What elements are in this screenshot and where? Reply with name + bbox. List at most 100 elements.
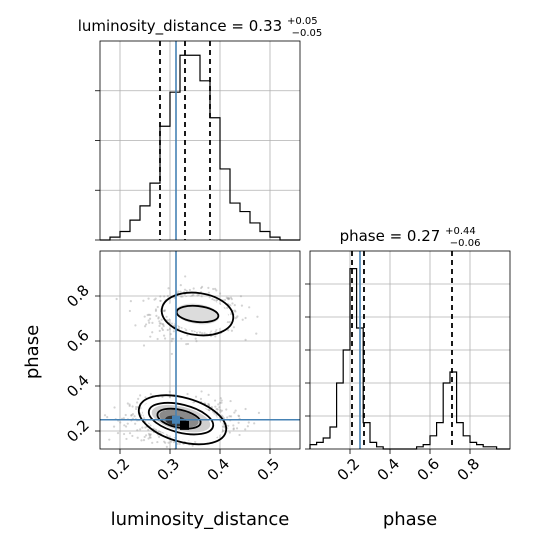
sample-point	[123, 424, 126, 427]
panel-phase-marginal: phase = 0.27 +0.44 −0.06	[305, 226, 511, 450]
sample-point	[149, 392, 152, 396]
sample-point	[192, 287, 195, 290]
sample-point	[218, 406, 221, 409]
sample-point	[143, 325, 147, 328]
sample-point	[227, 298, 230, 301]
sample-point	[162, 309, 165, 313]
title-luminosity-distance: luminosity_distance = 0.33 +0.05 −0.05	[78, 16, 323, 39]
sample-point	[157, 317, 160, 320]
sample-point	[213, 412, 216, 415]
sample-point	[106, 415, 109, 419]
sample-point	[199, 397, 203, 400]
sample-point	[207, 403, 211, 406]
sample-point	[149, 436, 152, 439]
sample-point	[151, 441, 154, 444]
x-axis-label-luminosity-distance: luminosity_distance	[111, 509, 290, 530]
sample-point	[161, 328, 165, 332]
sample-point	[162, 323, 165, 326]
sample-point	[237, 414, 240, 417]
sample-point	[184, 275, 187, 278]
sample-point	[136, 436, 139, 439]
sample-point	[226, 416, 229, 419]
panel-frame	[99, 250, 301, 450]
sample-point	[240, 304, 244, 307]
sample-point	[231, 302, 234, 305]
sample-point	[229, 304, 232, 307]
sample-point	[149, 424, 152, 427]
sample-point	[113, 406, 116, 409]
sample-point	[147, 428, 150, 431]
x-phase-tick-label: 0.2	[334, 455, 364, 485]
sample-point	[228, 415, 231, 418]
sample-point	[167, 287, 170, 290]
sample-point	[158, 329, 161, 332]
sample-point	[151, 331, 154, 334]
sample-point	[147, 297, 150, 300]
sample-point	[158, 320, 161, 323]
sample-point	[232, 428, 235, 431]
sample-point	[219, 408, 222, 412]
sample-point	[157, 430, 161, 433]
x-phase-tick-label: 0.8	[454, 455, 484, 485]
sample-point	[208, 296, 211, 299]
sample-point	[186, 342, 190, 346]
sample-point	[188, 288, 191, 292]
sample-point	[161, 322, 164, 326]
sample-point	[221, 415, 224, 418]
sample-point	[228, 321, 231, 324]
sample-point	[194, 337, 197, 340]
sample-point	[172, 337, 175, 340]
sample-point	[119, 421, 122, 424]
sample-point	[207, 291, 211, 294]
sample-point	[170, 440, 173, 443]
sample-point	[214, 335, 217, 338]
sample-point	[134, 407, 138, 411]
sample-point	[147, 437, 150, 440]
sample-point	[181, 295, 184, 298]
sample-point	[256, 315, 259, 318]
sample-point	[144, 434, 148, 437]
sample-point	[168, 395, 172, 399]
sample-point	[192, 294, 195, 297]
sample-point	[227, 297, 231, 300]
sample-point	[212, 287, 215, 291]
sample-point	[194, 440, 197, 443]
sample-point	[148, 436, 151, 439]
sample-point	[225, 408, 228, 411]
sample-point	[186, 392, 189, 396]
sample-point	[232, 427, 235, 430]
sample-point	[156, 337, 159, 341]
sample-point	[159, 322, 163, 325]
sample-point	[133, 415, 136, 418]
sample-point	[126, 422, 129, 425]
sample-point	[217, 403, 220, 406]
x-d-tick-label: 0.3	[154, 455, 184, 485]
title-phase: phase = 0.27 +0.44 −0.06	[340, 226, 481, 249]
sample-point	[213, 299, 216, 302]
sample-point	[226, 297, 229, 300]
sample-point	[157, 316, 160, 319]
sample-point	[128, 432, 132, 435]
y-tick-labels-phase: 0.2 0.4 0.6 0.8	[63, 281, 100, 446]
sample-point	[148, 434, 151, 437]
sample-point	[141, 426, 144, 429]
sample-point	[214, 287, 217, 290]
sample-point	[179, 283, 182, 287]
sample-point	[161, 395, 164, 398]
sample-point	[214, 330, 217, 334]
panel-joint-scatter	[99, 250, 301, 450]
sample-point	[139, 394, 142, 397]
sample-point	[130, 414, 133, 417]
sample-point	[115, 297, 118, 301]
title-upper-error: +0.44	[445, 226, 476, 237]
sample-point	[170, 322, 174, 325]
sample-point	[166, 319, 170, 322]
sample-point	[230, 297, 233, 301]
sample-point	[183, 288, 187, 291]
sample-point	[144, 396, 147, 399]
title-lower-error: −0.06	[450, 238, 481, 249]
sample-point	[170, 340, 173, 343]
sample-point	[149, 433, 152, 437]
sample-point	[247, 421, 250, 424]
sample-point	[179, 290, 182, 293]
